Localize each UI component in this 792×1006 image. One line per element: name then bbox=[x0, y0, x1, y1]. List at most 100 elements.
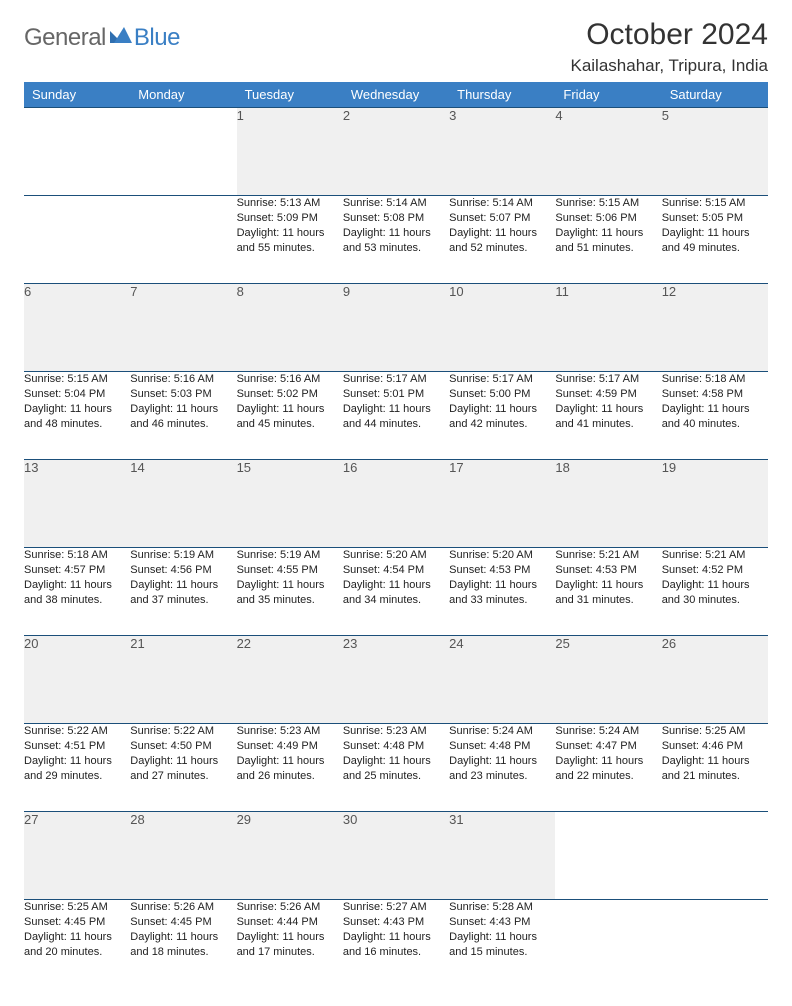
empty-cell bbox=[662, 900, 768, 988]
day-number: 8 bbox=[237, 284, 343, 372]
sunset-line: Sunset: 4:43 PM bbox=[343, 915, 449, 930]
sunset-line: Sunset: 4:55 PM bbox=[237, 563, 343, 578]
sunset-line: Sunset: 5:08 PM bbox=[343, 211, 449, 226]
daylight-line: Daylight: 11 hours and 27 minutes. bbox=[130, 754, 236, 784]
day-number: 5 bbox=[662, 108, 768, 196]
sunset-line: Sunset: 4:50 PM bbox=[130, 739, 236, 754]
daylight-line: Daylight: 11 hours and 49 minutes. bbox=[662, 226, 768, 256]
sunrise-line: Sunrise: 5:23 AM bbox=[237, 724, 343, 739]
daynum-row: 13141516171819 bbox=[24, 460, 768, 548]
day-cell: Sunrise: 5:21 AMSunset: 4:53 PMDaylight:… bbox=[555, 548, 661, 636]
daylight-line: Daylight: 11 hours and 29 minutes. bbox=[24, 754, 130, 784]
daylight-line: Daylight: 11 hours and 53 minutes. bbox=[343, 226, 449, 256]
sunrise-line: Sunrise: 5:20 AM bbox=[449, 548, 555, 563]
sunset-line: Sunset: 4:45 PM bbox=[24, 915, 130, 930]
sunset-line: Sunset: 4:51 PM bbox=[24, 739, 130, 754]
calendar-body: 12345Sunrise: 5:13 AMSunset: 5:09 PMDayl… bbox=[24, 108, 768, 988]
sunset-line: Sunset: 4:56 PM bbox=[130, 563, 236, 578]
day-cell: Sunrise: 5:19 AMSunset: 4:55 PMDaylight:… bbox=[237, 548, 343, 636]
empty-daynum bbox=[24, 108, 130, 196]
sunrise-line: Sunrise: 5:20 AM bbox=[343, 548, 449, 563]
day-number: 16 bbox=[343, 460, 449, 548]
empty-daynum bbox=[555, 812, 661, 900]
day-header: Friday bbox=[555, 82, 661, 108]
daylight-line: Daylight: 11 hours and 41 minutes. bbox=[555, 402, 661, 432]
sunset-line: Sunset: 4:48 PM bbox=[343, 739, 449, 754]
sunrise-line: Sunrise: 5:23 AM bbox=[343, 724, 449, 739]
day-cell: Sunrise: 5:19 AMSunset: 4:56 PMDaylight:… bbox=[130, 548, 236, 636]
daylight-line: Daylight: 11 hours and 26 minutes. bbox=[237, 754, 343, 784]
daylight-line: Daylight: 11 hours and 20 minutes. bbox=[24, 930, 130, 960]
day-number: 19 bbox=[662, 460, 768, 548]
sunrise-line: Sunrise: 5:24 AM bbox=[449, 724, 555, 739]
location-text: Kailashahar, Tripura, India bbox=[570, 56, 768, 76]
day-cell: Sunrise: 5:26 AMSunset: 4:44 PMDaylight:… bbox=[237, 900, 343, 988]
day-number: 2 bbox=[343, 108, 449, 196]
daynum-row: 6789101112 bbox=[24, 284, 768, 372]
daylight-line: Daylight: 11 hours and 42 minutes. bbox=[449, 402, 555, 432]
sunset-line: Sunset: 5:05 PM bbox=[662, 211, 768, 226]
daylight-line: Daylight: 11 hours and 23 minutes. bbox=[449, 754, 555, 784]
day-cell: Sunrise: 5:23 AMSunset: 4:48 PMDaylight:… bbox=[343, 724, 449, 812]
sunrise-line: Sunrise: 5:15 AM bbox=[555, 196, 661, 211]
sunset-line: Sunset: 4:54 PM bbox=[343, 563, 449, 578]
daylight-line: Daylight: 11 hours and 48 minutes. bbox=[24, 402, 130, 432]
day-cell: Sunrise: 5:26 AMSunset: 4:45 PMDaylight:… bbox=[130, 900, 236, 988]
sunset-line: Sunset: 4:58 PM bbox=[662, 387, 768, 402]
day-number: 1 bbox=[237, 108, 343, 196]
sunset-line: Sunset: 5:02 PM bbox=[237, 387, 343, 402]
sunrise-line: Sunrise: 5:27 AM bbox=[343, 900, 449, 915]
day-cell: Sunrise: 5:16 AMSunset: 5:02 PMDaylight:… bbox=[237, 372, 343, 460]
page-title: October 2024 bbox=[570, 18, 768, 52]
content-row: Sunrise: 5:22 AMSunset: 4:51 PMDaylight:… bbox=[24, 724, 768, 812]
day-cell: Sunrise: 5:24 AMSunset: 4:48 PMDaylight:… bbox=[449, 724, 555, 812]
sunrise-line: Sunrise: 5:16 AM bbox=[130, 372, 236, 387]
sunset-line: Sunset: 4:47 PM bbox=[555, 739, 661, 754]
day-number: 27 bbox=[24, 812, 130, 900]
sunset-line: Sunset: 5:04 PM bbox=[24, 387, 130, 402]
content-row: Sunrise: 5:25 AMSunset: 4:45 PMDaylight:… bbox=[24, 900, 768, 988]
daylight-line: Daylight: 11 hours and 40 minutes. bbox=[662, 402, 768, 432]
daylight-line: Daylight: 11 hours and 35 minutes. bbox=[237, 578, 343, 608]
day-number: 13 bbox=[24, 460, 130, 548]
day-number: 22 bbox=[237, 636, 343, 724]
day-header: Wednesday bbox=[343, 82, 449, 108]
day-number: 4 bbox=[555, 108, 661, 196]
sunset-line: Sunset: 4:57 PM bbox=[24, 563, 130, 578]
daylight-line: Daylight: 11 hours and 37 minutes. bbox=[130, 578, 236, 608]
sunset-line: Sunset: 4:46 PM bbox=[662, 739, 768, 754]
daylight-line: Daylight: 11 hours and 34 minutes. bbox=[343, 578, 449, 608]
daylight-line: Daylight: 11 hours and 51 minutes. bbox=[555, 226, 661, 256]
daylight-line: Daylight: 11 hours and 38 minutes. bbox=[24, 578, 130, 608]
day-cell: Sunrise: 5:15 AMSunset: 5:04 PMDaylight:… bbox=[24, 372, 130, 460]
sunset-line: Sunset: 4:45 PM bbox=[130, 915, 236, 930]
sunrise-line: Sunrise: 5:17 AM bbox=[555, 372, 661, 387]
empty-cell bbox=[24, 196, 130, 284]
day-number: 6 bbox=[24, 284, 130, 372]
sunset-line: Sunset: 5:07 PM bbox=[449, 211, 555, 226]
sunset-line: Sunset: 5:03 PM bbox=[130, 387, 236, 402]
daylight-line: Daylight: 11 hours and 52 minutes. bbox=[449, 226, 555, 256]
day-cell: Sunrise: 5:20 AMSunset: 4:54 PMDaylight:… bbox=[343, 548, 449, 636]
day-header: Monday bbox=[130, 82, 236, 108]
sunset-line: Sunset: 5:00 PM bbox=[449, 387, 555, 402]
sunrise-line: Sunrise: 5:18 AM bbox=[662, 372, 768, 387]
sunset-line: Sunset: 5:09 PM bbox=[237, 211, 343, 226]
logo-mark-icon bbox=[110, 25, 132, 43]
daylight-line: Daylight: 11 hours and 55 minutes. bbox=[237, 226, 343, 256]
day-cell: Sunrise: 5:22 AMSunset: 4:51 PMDaylight:… bbox=[24, 724, 130, 812]
title-block: October 2024 Kailashahar, Tripura, India bbox=[570, 18, 768, 76]
sunrise-line: Sunrise: 5:19 AM bbox=[130, 548, 236, 563]
sunset-line: Sunset: 4:43 PM bbox=[449, 915, 555, 930]
day-cell: Sunrise: 5:20 AMSunset: 4:53 PMDaylight:… bbox=[449, 548, 555, 636]
day-number: 31 bbox=[449, 812, 555, 900]
day-number: 24 bbox=[449, 636, 555, 724]
daylight-line: Daylight: 11 hours and 21 minutes. bbox=[662, 754, 768, 784]
logo: General Blue bbox=[24, 24, 180, 52]
day-number: 17 bbox=[449, 460, 555, 548]
day-number: 18 bbox=[555, 460, 661, 548]
sunset-line: Sunset: 4:49 PM bbox=[237, 739, 343, 754]
sunrise-line: Sunrise: 5:14 AM bbox=[343, 196, 449, 211]
day-header: Thursday bbox=[449, 82, 555, 108]
day-cell: Sunrise: 5:28 AMSunset: 4:43 PMDaylight:… bbox=[449, 900, 555, 988]
